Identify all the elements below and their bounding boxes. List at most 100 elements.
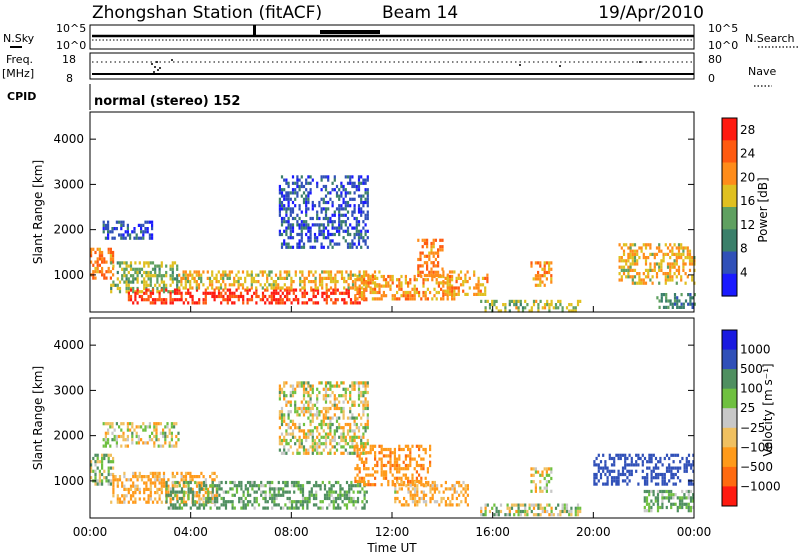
echo-cell [335,442,339,446]
echo-cell [642,243,645,247]
echo-cell [344,435,347,439]
echo-cell [363,506,366,510]
echo-cell [380,483,383,487]
echo-cell [125,267,128,271]
echo-cell [353,387,356,391]
echo-cell [122,233,125,237]
echo-cell [172,490,175,494]
echo-cell [661,482,664,486]
echo-cell [200,481,203,485]
echo-cell [127,491,130,495]
echo-cell [286,506,289,510]
echo-cell [338,197,341,201]
echo-cell [260,480,263,485]
echo-cell [444,289,447,293]
echo-cell [648,493,651,497]
echo-cell [432,238,435,242]
echo-cell [366,416,369,420]
echo-cell [398,470,401,474]
echo-cell [217,280,220,284]
echo-cell [650,456,653,461]
echo-cell [363,274,366,279]
echo-cell [619,456,622,461]
echo-cell [369,274,372,279]
echo-cell [378,284,381,288]
echo-cell [211,484,214,488]
echo-cell [675,275,678,279]
echo-cell [142,233,145,237]
echo-cell [642,281,645,285]
echo-cell [626,463,629,467]
echo-cell [626,482,629,486]
echo-cell [335,242,339,246]
echo-cell [176,480,179,485]
echo-cell [134,471,137,475]
echo-cell [156,487,159,491]
echo-cell [387,483,390,487]
echo-cell [101,266,104,271]
echo-cell [178,496,181,501]
echo-cell [400,281,403,285]
echo-cell [324,390,328,395]
echo-cell [142,236,145,240]
echo-cell [353,216,356,221]
echo-cell [680,275,683,279]
echo-cell [327,236,330,240]
echo-cell [359,484,362,488]
echo-cell [364,216,367,221]
colorbar-tick-label: 4 [740,265,748,279]
echo-cell [491,303,494,307]
echo-cell [183,480,186,485]
echo-cell [112,257,115,261]
echo-cell [466,493,469,497]
echo-cell [677,246,681,250]
echo-cell [298,422,301,427]
echo-cell [137,441,140,445]
echo-cell [458,480,461,485]
echo-cell [371,290,374,295]
echo-cell [354,278,357,282]
echo-cell [216,500,219,504]
echo-cell [266,273,269,277]
echo-cell [648,509,651,513]
echo-cell [352,484,355,488]
echo-cell [285,270,289,274]
echo-cell [362,181,365,185]
echo-cell [115,220,118,224]
echo-cell [367,276,370,280]
echo-cell [362,406,365,411]
echo-cell [684,246,687,250]
echo-cell [297,480,300,485]
echo-cell [479,289,482,293]
echo-cell [437,270,440,274]
echo-cell [385,281,388,285]
echo-cell [354,297,357,301]
echo-cell [687,502,690,506]
echo-cell [197,276,201,280]
echo-cell [291,229,295,233]
echo-cell [298,232,301,237]
echo-cell [182,270,185,274]
echo-cell [449,487,452,491]
echo-cell [480,513,483,517]
echo-cell [646,482,649,486]
echo-cell [127,298,130,302]
echo-cell [277,487,280,491]
echo-cell [635,469,638,473]
echo-cell [168,428,171,432]
echo-cell [345,506,349,510]
echo-cell [184,291,188,295]
echo-cell [104,444,107,448]
echo-cell [169,301,172,305]
echo-cell [422,294,425,298]
echo-cell [335,381,339,385]
echo-cell [154,471,157,475]
echo-cell [289,445,292,449]
echo-cell [98,270,101,274]
echo-cell [413,457,416,461]
echo-cell [353,384,356,388]
echo-cell [182,475,185,479]
echo-cell [667,493,671,497]
echo-cell [275,288,278,292]
echo-cell [481,283,485,287]
